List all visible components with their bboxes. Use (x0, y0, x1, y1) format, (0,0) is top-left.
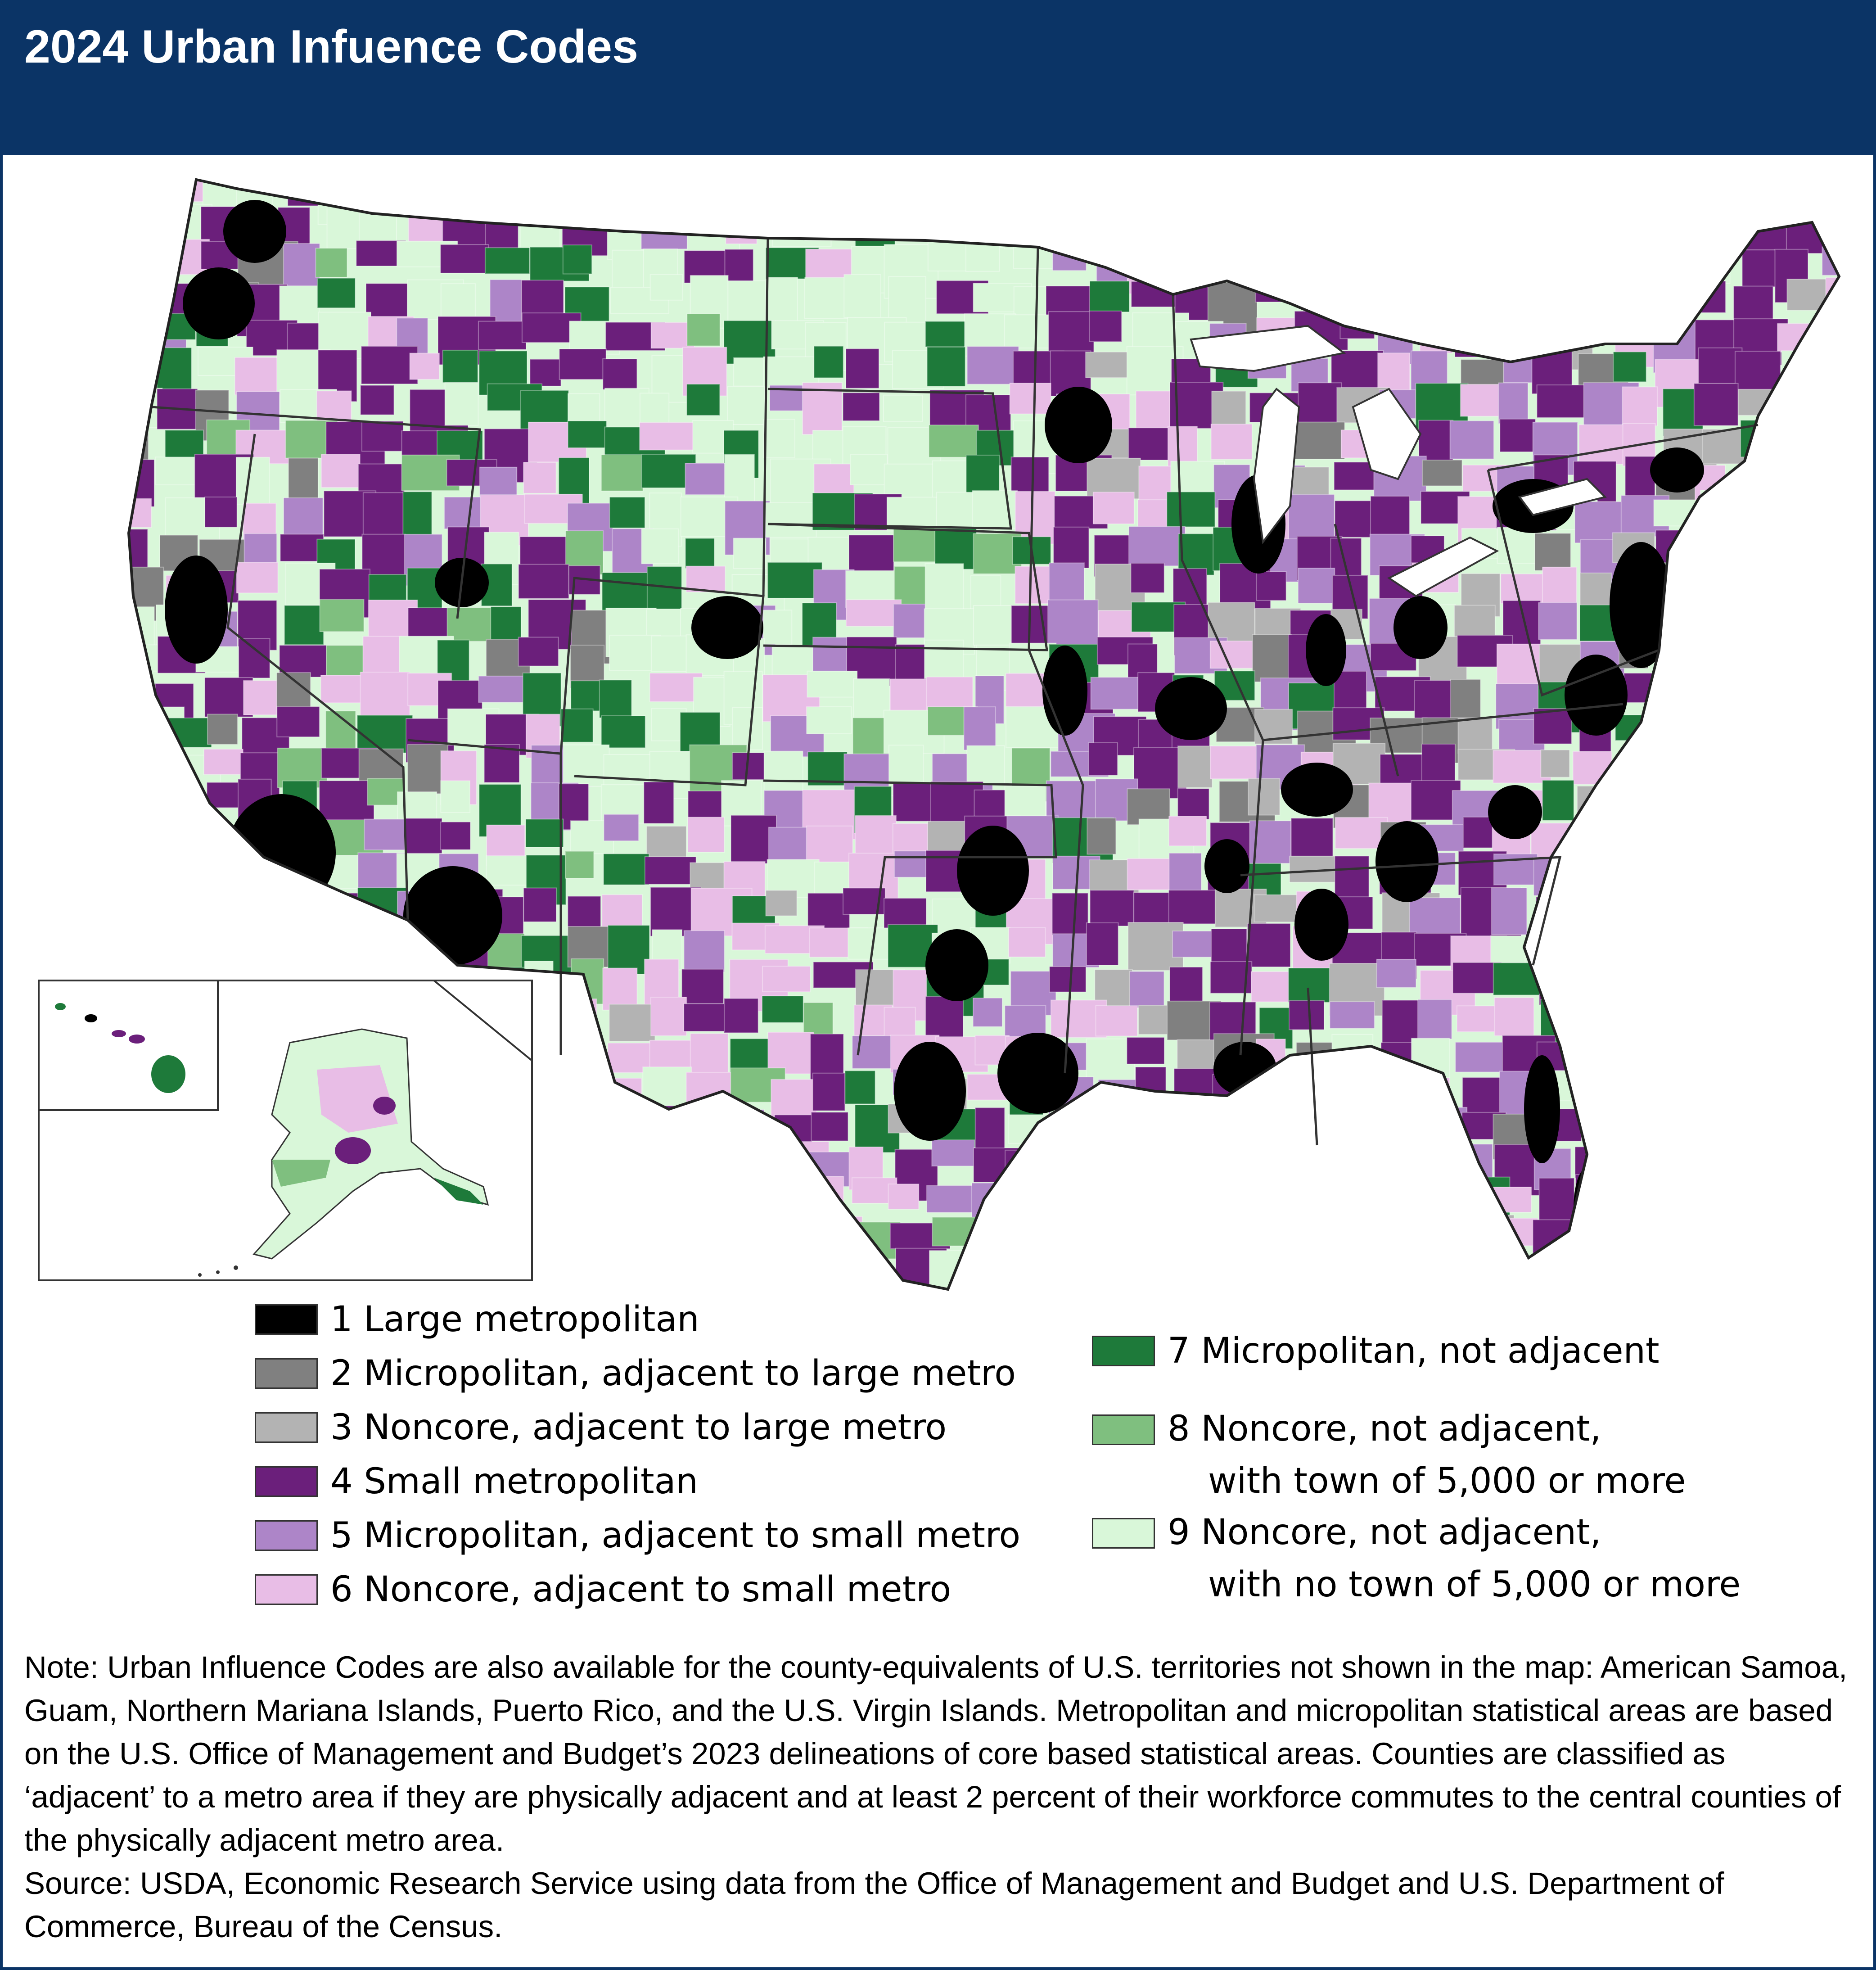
legend-label-9-line1: 9 Noncore, not adjacent, (1168, 1512, 1601, 1553)
legend-item-2: 2 Micropolitan, adjacent to large metro (255, 1353, 1016, 1394)
alaska-hawaii-inset (38, 980, 533, 1281)
legend-swatch-5 (255, 1520, 318, 1551)
alaska (198, 1028, 489, 1277)
great-lakes (1190, 325, 1607, 597)
map-title: 2024 Urban Infuence Codes (24, 21, 638, 73)
state-boundaries (151, 238, 1759, 1146)
legend-label-9-line2: with no town of 5,000 or more (1208, 1564, 1741, 1605)
legend-item-8: 8 Noncore, not adjacent, with town of 5,… (1092, 1403, 1686, 1507)
legend-swatch-7 (1092, 1336, 1155, 1366)
legend-label-8-line1: 8 Noncore, not adjacent, (1168, 1409, 1601, 1449)
legend-item-4: 4 Small metropolitan (255, 1461, 698, 1502)
legend-swatch-6 (255, 1574, 318, 1605)
legend-item-5: 5 Micropolitan, adjacent to small metro (255, 1515, 1020, 1556)
title-bar: 2024 Urban Infuence Codes (3, 3, 1873, 155)
legend-label-7: 7 Micropolitan, not adjacent (1168, 1331, 1660, 1371)
legend-swatch-1 (255, 1304, 318, 1335)
hawaii (55, 1003, 185, 1093)
legend-label-4: 4 Small metropolitan (330, 1461, 698, 1502)
note-block: Note: Urban Influence Codes are also ava… (24, 1646, 1852, 1948)
legend-label-1: 1 Large metropolitan (330, 1299, 699, 1340)
legend-swatch-2 (255, 1358, 318, 1389)
legend-item-1: 1 Large metropolitan (255, 1299, 699, 1340)
us-county-map (127, 178, 1841, 1291)
legend-swatch-4 (255, 1466, 318, 1497)
legend-item-9: 9 Noncore, not adjacent, with no town of… (1092, 1506, 1741, 1611)
source-text: Source: USDA, Economic Research Service … (24, 1866, 1724, 1944)
legend-label-8-line2: with town of 5,000 or more (1208, 1461, 1686, 1501)
legend-label-3: 3 Noncore, adjacent to large metro (330, 1407, 947, 1448)
legend-swatch-8 (1092, 1414, 1155, 1445)
legend-label-6: 6 Noncore, adjacent to small metro (330, 1569, 952, 1610)
legend-swatch-9 (1092, 1518, 1155, 1549)
legend-label-5: 5 Micropolitan, adjacent to small metro (330, 1515, 1021, 1556)
us-outline (127, 178, 1841, 1291)
legend-item-6: 6 Noncore, adjacent to small metro (255, 1569, 951, 1610)
note-text: Note: Urban Influence Codes are also ava… (24, 1650, 1848, 1857)
legend-swatch-3 (255, 1412, 318, 1443)
legend-label-2: 2 Micropolitan, adjacent to large metro (330, 1353, 1016, 1394)
legend-item-7: 7 Micropolitan, not adjacent (1092, 1331, 1660, 1371)
legend-item-3: 3 Noncore, adjacent to large metro (255, 1407, 947, 1448)
